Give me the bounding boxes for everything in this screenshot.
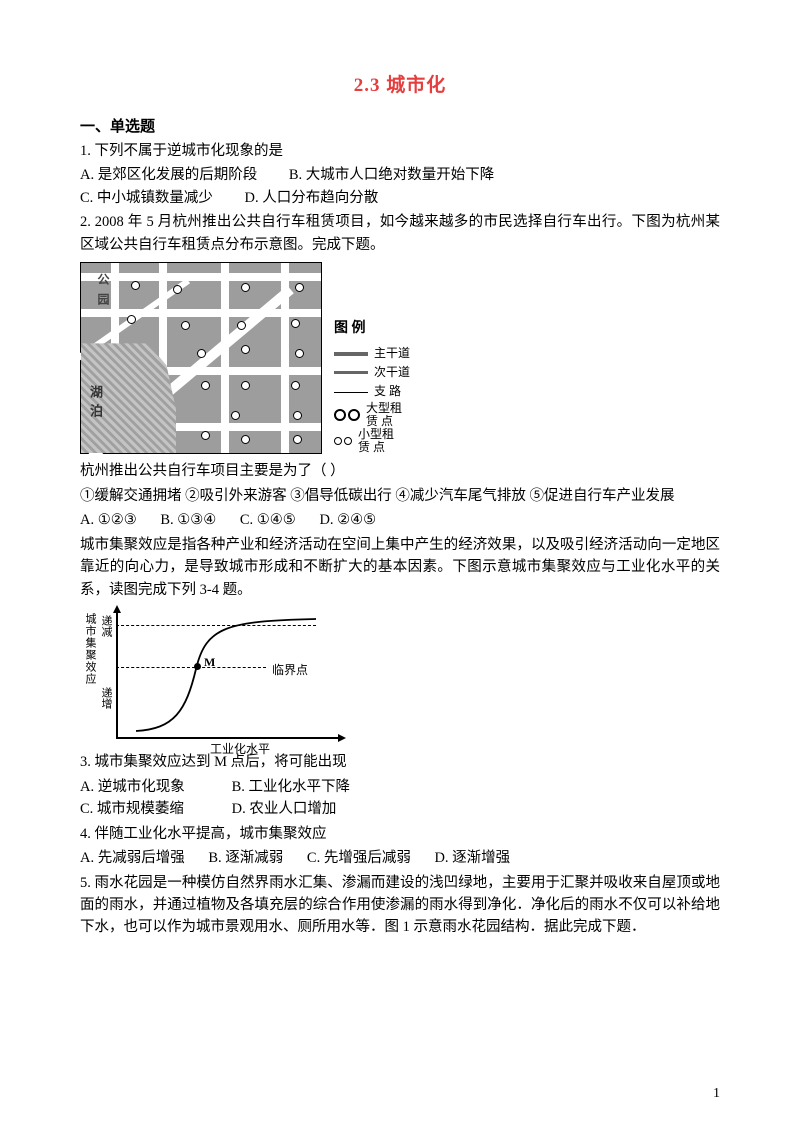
park-road-label: 公园	[95, 273, 112, 313]
q2-opt-c: C. ①④⑤	[240, 509, 296, 531]
q3-opt-a: A. 逆城市化现象	[80, 776, 200, 798]
m-label: M	[204, 655, 215, 670]
q3-opt-b: B. 工业化水平下降	[232, 776, 352, 798]
page-number: 1	[713, 1086, 720, 1102]
crit-label: 临界点	[272, 661, 308, 678]
section-heading: 一、单选题	[80, 115, 720, 136]
q4-opt-c: C. 先增强后减弱	[307, 847, 411, 869]
q3-stem: 3. 城市集聚效应达到 M 点后，将可能出现	[80, 751, 720, 773]
legend-sec-road: 次干道	[374, 363, 410, 382]
q1-opt-d: D. 人口分布趋向分散	[245, 187, 379, 209]
q4-opt-d: D. 逐渐增强	[434, 847, 510, 869]
doc-title: 2.3 城市化	[80, 70, 720, 97]
q5-stem: 5. 雨水花园是一种模仿自然界雨水汇集、渗漏而建设的浅凹绿地，主要用于汇聚并吸收…	[80, 872, 720, 939]
map-canvas: 湖泊 公园	[80, 262, 322, 454]
passage-3-4: 城市集聚效应是指各种产业和经济活动在空间上集中产生的经济效果，以及吸引经济活动向…	[80, 534, 720, 601]
legend-sm-pt: 小型租赁 点	[358, 428, 394, 454]
q1-options: A. 是郊区化发展的后期阶段 B. 大城市人口绝对数量开始下降 C. 中小城镇数…	[80, 164, 720, 209]
x-axis-label: 工业化水平	[210, 740, 270, 757]
q2-opt-d: D. ②④⑤	[319, 509, 376, 531]
y-sub-bottom: 递增	[98, 687, 114, 709]
q1-opt-c: C. 中小城镇数量减少	[80, 187, 213, 209]
legend-big-pt: 大型租赁 点	[366, 402, 402, 428]
legend-main-road: 主干道	[374, 344, 410, 363]
page: 2.3 城市化 一、单选题 1. 下列不属于逆城市化现象的是 A. 是郊区化发展…	[0, 0, 800, 1132]
q3-opt-d: D. 农业人口增加	[232, 798, 352, 820]
q2-opt-b: B. ①③④	[160, 509, 216, 531]
legend-branch: 支 路	[374, 382, 401, 401]
y-axis-label: 城市集聚效应	[82, 613, 98, 685]
q1-stem: 1. 下列不属于逆城市化现象的是	[80, 140, 720, 162]
q1-opt-b: B. 大城市人口绝对数量开始下降	[289, 164, 494, 186]
s-curve-chart: 城市集聚效应 递减 递增 M 临界点 工业化水平	[80, 607, 350, 747]
q1-opt-a: A. 是郊区化发展的后期阶段	[80, 164, 257, 186]
q2-options: A. ①②③ B. ①③④ C. ①④⑤ D. ②④⑤	[80, 509, 720, 531]
q2-sub: 杭州推出公共自行车项目主要是为了（ ）	[80, 460, 720, 482]
y-sub-top: 递减	[98, 615, 114, 637]
map-legend: 图 例 主干道 次干道 支 路 大型租赁 点 小型租赁 点	[334, 318, 410, 455]
q2-items: ①缓解交通拥堵 ②吸引外来游客 ③倡导低碳出行 ④减少汽车尾气排放 ⑤促进自行车…	[80, 485, 720, 507]
q4-opt-b: B. 逐渐减弱	[208, 847, 283, 869]
q2-opt-a: A. ①②③	[80, 509, 137, 531]
q2-stem: 2. 2008 年 5 月杭州推出公共自行车租赁项目，如今越来越多的市民选择自行…	[80, 211, 720, 256]
q3-opt-c: C. 城市规模萎缩	[80, 798, 200, 820]
q4-opt-a: A. 先减弱后增强	[80, 847, 185, 869]
lake-label: 湖泊	[86, 385, 105, 423]
q4-stem: 4. 伴随工业化水平提高，城市集聚效应	[80, 823, 720, 845]
legend-title: 图 例	[334, 318, 410, 340]
map-figure: 湖泊 公园 图 例 主干道 次干道	[80, 262, 720, 454]
q3-options: A. 逆城市化现象 B. 工业化水平下降 C. 城市规模萎缩 D. 农业人口增加	[80, 776, 720, 821]
q4-options: A. 先减弱后增强 B. 逐渐减弱 C. 先增强后减弱 D. 逐渐增强	[80, 847, 720, 869]
